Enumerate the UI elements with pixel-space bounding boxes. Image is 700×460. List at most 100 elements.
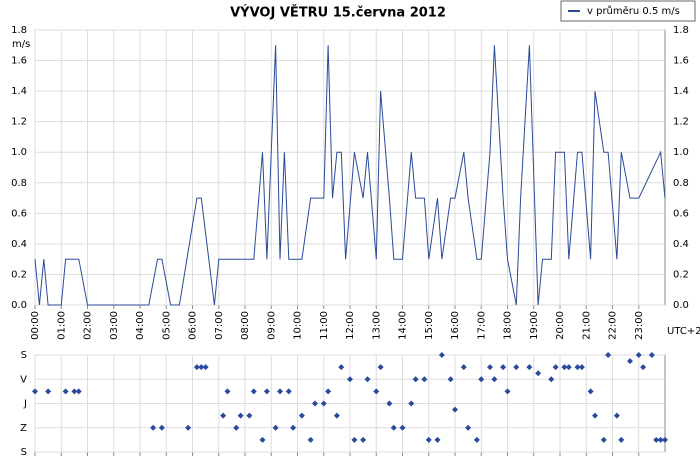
x-tick-label: 03:00	[109, 311, 120, 340]
direction-point	[452, 406, 458, 413]
y-tick-label: 1.4	[11, 86, 27, 97]
y-tick-label: 0.0	[11, 300, 27, 311]
x-tick-label: 04:00	[135, 311, 146, 340]
x-tick-label: 18:00	[503, 311, 514, 340]
direction-point	[325, 388, 332, 395]
direction-point	[425, 436, 432, 443]
y-tick-label-right: 1.0	[673, 147, 689, 158]
direction-point	[150, 424, 157, 431]
y-tick-label-right: 0.0	[673, 300, 689, 311]
direction-point	[390, 424, 397, 431]
direction-point	[648, 352, 655, 358]
y-tick-label-right: 0.4	[673, 239, 689, 250]
x-axis-label: UTC+2	[667, 326, 700, 337]
direction-point	[657, 436, 664, 443]
direction-point	[237, 412, 244, 419]
x-tick-label: 02:00	[83, 311, 94, 340]
x-tick-label: 17:00	[476, 311, 487, 340]
direction-point	[347, 376, 353, 383]
x-tick-label: 19:00	[529, 311, 540, 340]
legend-label: v průměru 0.5 m/s	[587, 5, 680, 17]
direction-point	[565, 364, 572, 371]
y-axis-label: m/s	[12, 39, 30, 50]
legend-box	[560, 0, 696, 22]
direction-point	[473, 436, 480, 443]
direction-point	[285, 388, 292, 395]
direction-point	[333, 412, 340, 419]
y-tick-label: 0.6	[11, 208, 27, 219]
direction-point	[592, 412, 598, 419]
x-tick-label: 00:00	[30, 311, 41, 340]
direction-point	[635, 352, 642, 358]
direction-point	[233, 424, 240, 431]
x-tick-label: 08:00	[240, 311, 251, 340]
direction-point	[338, 364, 345, 371]
y-tick-label: 1.6	[11, 56, 27, 67]
direction-point	[605, 352, 612, 358]
direction-point	[653, 436, 660, 443]
y-tick-label: S	[21, 350, 27, 361]
y-tick-label-right: 1.6	[673, 56, 689, 67]
y-tick-label-right: 0.6	[673, 208, 689, 219]
direction-point	[434, 436, 441, 443]
direction-point	[45, 388, 52, 395]
direction-point	[552, 364, 559, 371]
direction-point	[263, 388, 270, 395]
direction-point	[578, 364, 585, 371]
x-tick-label: 22:00	[608, 311, 619, 340]
direction-point	[399, 424, 406, 431]
direction-point	[198, 364, 205, 371]
direction-point	[193, 364, 200, 371]
direction-point	[202, 364, 209, 371]
direction-point	[220, 412, 227, 419]
x-tick-label: 15:00	[424, 311, 435, 340]
direction-point	[351, 436, 358, 443]
x-tick-label: 10:00	[293, 311, 304, 340]
direction-point	[246, 412, 253, 419]
direction-point	[408, 400, 415, 407]
direction-point	[259, 436, 266, 443]
y-tick-label: 1.2	[11, 117, 27, 128]
direction-point	[373, 388, 380, 395]
y-tick-label-right: 0.2	[673, 269, 689, 280]
direction-point	[32, 388, 38, 395]
direction-point	[574, 364, 581, 371]
direction-point	[62, 388, 69, 395]
direction-point	[312, 400, 318, 407]
direction-point	[548, 376, 555, 383]
x-tick-label: 20:00	[555, 311, 566, 340]
direction-point	[561, 364, 568, 371]
x-tick-label: 06:00	[188, 311, 199, 340]
y-tick-label: Z	[20, 423, 27, 434]
direction-point	[487, 364, 493, 371]
direction-point	[224, 388, 231, 395]
direction-point	[364, 376, 371, 383]
direction-point	[298, 412, 305, 419]
direction-point	[460, 364, 467, 371]
x-tick-label: 13:00	[371, 311, 382, 340]
direction-point	[320, 400, 327, 407]
direction-point	[438, 352, 445, 358]
direction-point	[377, 364, 384, 371]
y-tick-label: J	[23, 399, 27, 410]
direction-point	[513, 364, 520, 371]
direction-point	[386, 400, 393, 407]
direction-point	[250, 388, 257, 395]
direction-point	[158, 424, 165, 431]
direction-point	[600, 436, 607, 443]
y-tick-label: 0.2	[11, 269, 27, 280]
chart-title: VÝVOJ VĚTRU 15.června 2012	[230, 5, 446, 21]
direction-point	[478, 376, 485, 383]
x-tick-label: 05:00	[161, 311, 172, 340]
direction-point	[75, 388, 82, 395]
y-tick-label-right: 1.4	[673, 86, 689, 97]
x-tick-label: 16:00	[450, 311, 461, 340]
direction-point	[500, 364, 507, 371]
direction-point	[535, 370, 542, 377]
direction-point	[290, 424, 297, 431]
x-tick-label: 14:00	[398, 311, 409, 340]
x-tick-label: 07:00	[214, 311, 225, 340]
x-tick-label: 12:00	[345, 311, 356, 340]
direction-point	[465, 424, 472, 431]
direction-point	[504, 388, 511, 395]
